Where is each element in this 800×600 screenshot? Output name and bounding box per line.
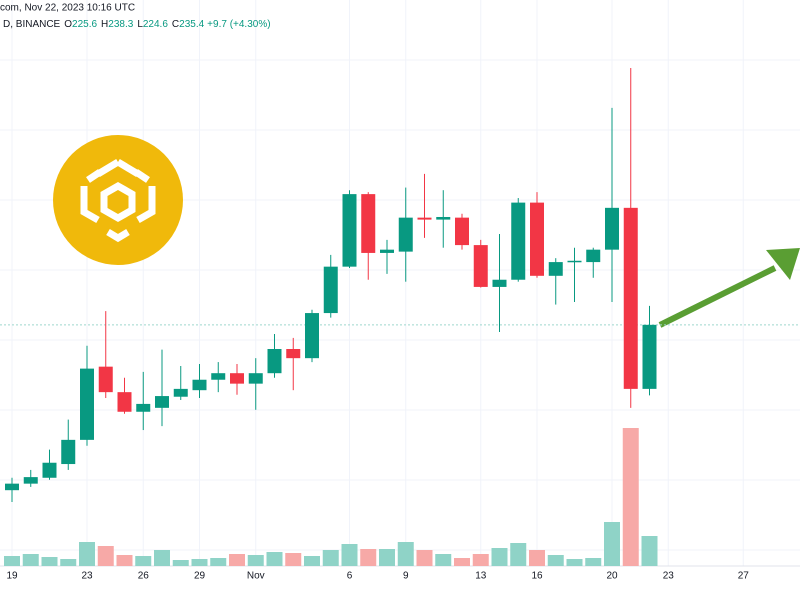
x-tick-label: 29 bbox=[194, 571, 206, 582]
candle-body bbox=[567, 260, 582, 263]
ohlc-key: L bbox=[137, 19, 143, 30]
volume-bar bbox=[547, 555, 564, 566]
volume-bar bbox=[529, 550, 545, 566]
volume-bar bbox=[172, 560, 189, 566]
candle-body bbox=[267, 349, 282, 374]
candle-body bbox=[361, 194, 376, 253]
candle-body bbox=[117, 392, 132, 412]
x-tick-label: 6 bbox=[347, 571, 353, 582]
ohlc-value: 238.3 bbox=[108, 19, 133, 30]
volume-bar bbox=[116, 555, 133, 566]
volume-bar bbox=[229, 554, 245, 566]
volume-bar bbox=[322, 550, 339, 566]
header-source: com, Nov 22, 2023 10:16 UTC bbox=[0, 3, 135, 14]
volume-bar bbox=[285, 553, 302, 566]
volume-bar bbox=[585, 558, 602, 566]
candle-body bbox=[586, 249, 601, 263]
candle-body bbox=[548, 262, 563, 276]
x-tick-label: 16 bbox=[531, 571, 543, 582]
volume-bar bbox=[304, 556, 320, 566]
volume-bar bbox=[97, 546, 114, 566]
candle-body bbox=[436, 216, 451, 220]
candle-body bbox=[623, 207, 638, 389]
ohlc-key: C bbox=[172, 19, 179, 30]
volume-bar bbox=[622, 428, 639, 566]
volume-bar bbox=[397, 542, 414, 566]
header-ohlc: D, BINANCE O225.6 H238.3 L224.6 C235.4 +9.7 (… bbox=[3, 19, 271, 30]
candle-body bbox=[398, 217, 413, 252]
volume-bar bbox=[510, 543, 527, 566]
ohlc-key: H bbox=[101, 19, 108, 30]
x-tick-label: Nov bbox=[247, 571, 265, 582]
bnb-logo bbox=[53, 135, 183, 265]
volume-bar bbox=[247, 555, 264, 566]
volume-bar bbox=[566, 559, 583, 566]
volume-bar bbox=[360, 549, 377, 566]
volume-bar bbox=[22, 554, 39, 566]
volume-bar bbox=[154, 550, 170, 566]
volume-bar bbox=[191, 559, 208, 566]
candle-body bbox=[230, 373, 244, 384]
candle-body bbox=[530, 202, 544, 276]
ohlc-key: O bbox=[64, 19, 72, 30]
candle-body bbox=[417, 217, 432, 220]
volume-bar bbox=[60, 559, 77, 566]
candle-body bbox=[286, 349, 301, 359]
candle-body bbox=[323, 266, 338, 314]
candle-body bbox=[173, 388, 188, 397]
candle-body bbox=[342, 194, 357, 267]
volume-bar bbox=[341, 544, 358, 566]
volume-bar bbox=[491, 548, 508, 566]
x-tick-label: 27 bbox=[738, 571, 750, 582]
x-tick-label: 20 bbox=[606, 571, 618, 582]
candle-body bbox=[136, 403, 151, 412]
volume-bar bbox=[4, 556, 20, 566]
candle-body bbox=[155, 396, 169, 408]
candle-body bbox=[211, 373, 226, 380]
candle-body bbox=[605, 207, 619, 250]
candle-body bbox=[380, 249, 394, 253]
candle-body bbox=[192, 379, 207, 391]
candle-body bbox=[23, 477, 38, 484]
candle-body bbox=[455, 217, 469, 246]
volume-bar bbox=[210, 558, 227, 566]
candle-body bbox=[473, 245, 488, 287]
ohlc-value: 224.6 bbox=[143, 19, 168, 30]
candle-body bbox=[5, 483, 19, 491]
ohlc-value: 225.6 bbox=[72, 19, 97, 30]
x-tick-label: 23 bbox=[81, 571, 93, 582]
volume-bar bbox=[604, 522, 620, 566]
candle-body bbox=[61, 439, 76, 465]
candle-body bbox=[42, 462, 57, 478]
volume-bar bbox=[435, 554, 452, 566]
trend-arrow bbox=[658, 248, 800, 328]
candle-body bbox=[511, 202, 526, 280]
change: +9.7 (+4.30%) bbox=[207, 19, 270, 30]
volume-bar bbox=[41, 557, 58, 566]
symbol: D, BINANCE bbox=[3, 19, 61, 30]
volume-bar bbox=[266, 552, 283, 566]
candle-body bbox=[642, 324, 657, 389]
candle-body bbox=[305, 313, 319, 359]
volume-bar bbox=[416, 550, 433, 566]
x-tick-label: 23 bbox=[663, 571, 675, 582]
x-tick-label: 26 bbox=[138, 571, 150, 582]
volume-bar bbox=[454, 558, 470, 566]
candle-body bbox=[80, 368, 94, 440]
x-tick-label: 19 bbox=[6, 571, 18, 582]
volume-bar bbox=[135, 556, 152, 566]
candle-body bbox=[492, 279, 507, 287]
candle-body bbox=[248, 373, 263, 384]
volume-bar bbox=[641, 536, 658, 566]
candle-body bbox=[98, 366, 113, 393]
x-tick-label: 9 bbox=[403, 571, 409, 582]
volume-bar bbox=[472, 554, 489, 566]
ohlc-value: 235.4 bbox=[179, 19, 204, 30]
volume-bar bbox=[379, 549, 395, 566]
x-tick-label: 13 bbox=[475, 571, 487, 582]
volume-bar bbox=[79, 542, 95, 566]
